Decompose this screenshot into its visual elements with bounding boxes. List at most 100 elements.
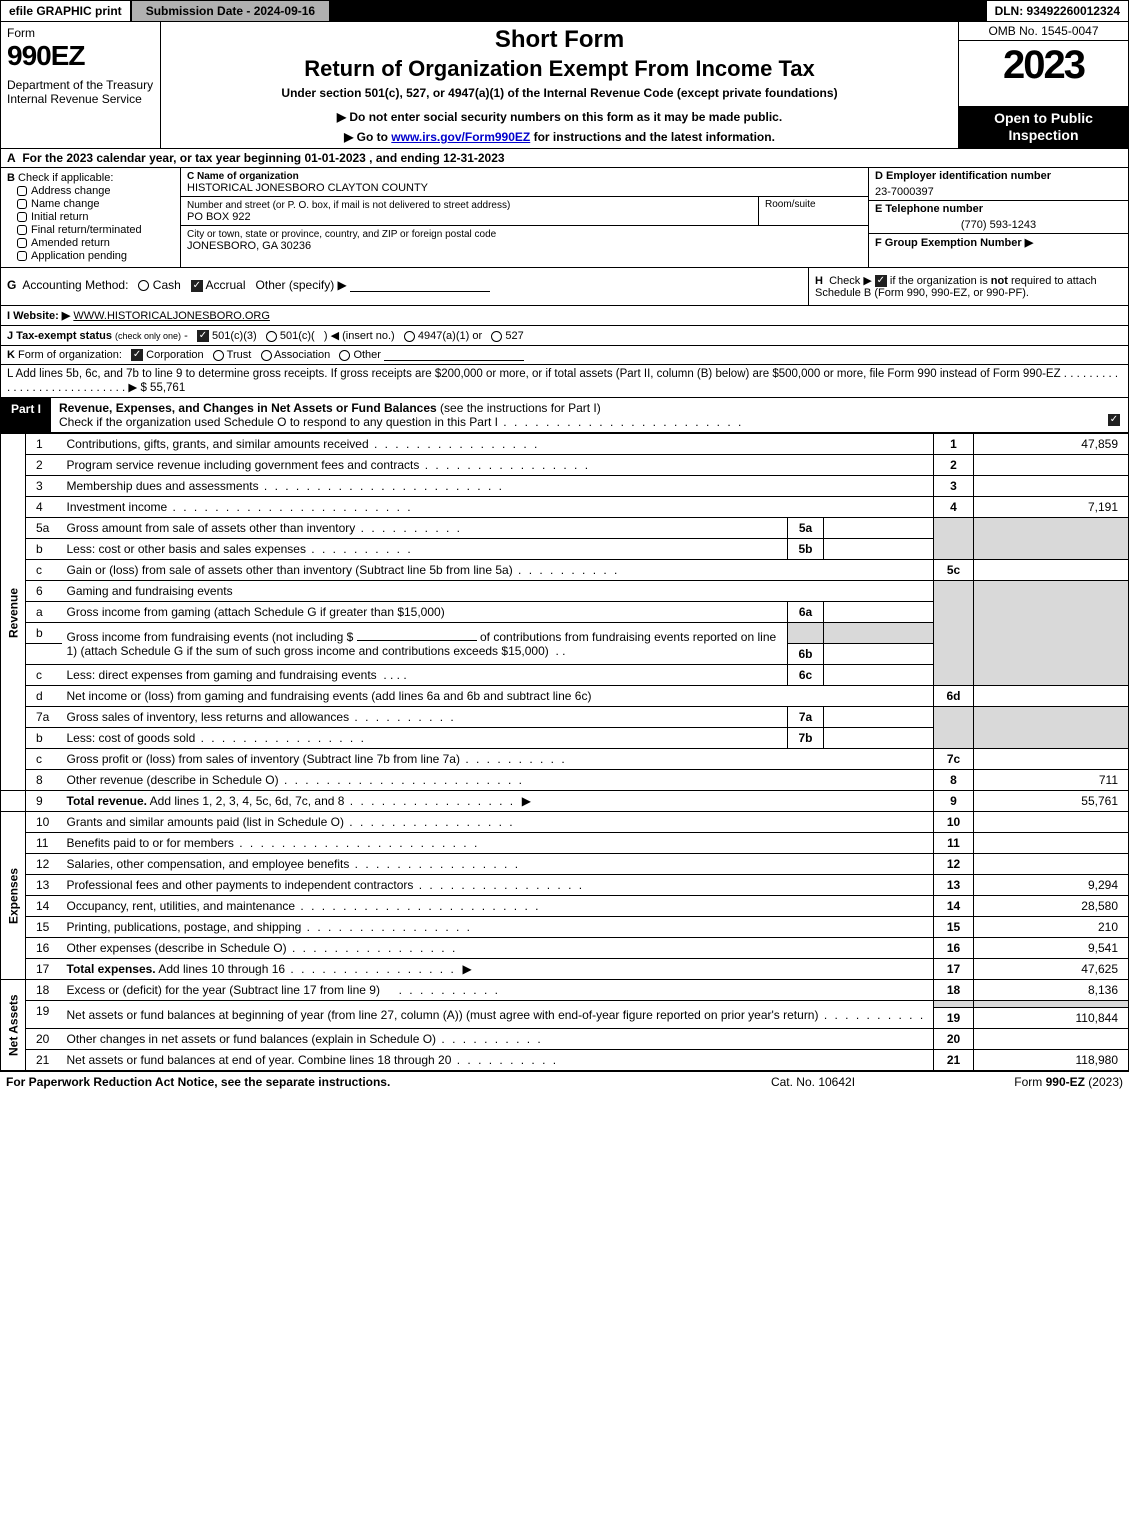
group-exemption: F Group Exemption Number ▶ <box>869 233 1128 251</box>
g-label: G <box>7 278 16 292</box>
ein-label: D Employer identification number <box>869 168 1128 184</box>
table-row: 9 Total revenue. Add lines 1, 2, 3, 4, 5… <box>1 791 1129 812</box>
header-center: Short Form Return of Organization Exempt… <box>161 22 958 148</box>
table-row: 3 Membership dues and assessments 3 <box>1 476 1129 497</box>
chk-501c[interactable] <box>266 331 277 342</box>
addr-label: Number and street (or P. O. box, if mail… <box>187 200 510 211</box>
chk-accrual[interactable]: ✓ <box>191 280 203 292</box>
part1-tab: Part I <box>1 398 51 432</box>
table-row: Net Assets 18 Excess or (deficit) for th… <box>1 980 1129 1001</box>
table-row: 17 Total expenses. Add lines 10 through … <box>1 959 1129 980</box>
page-footer: For Paperwork Reduction Act Notice, see … <box>0 1071 1129 1092</box>
city-cell: City or town, state or province, country… <box>181 226 868 254</box>
phone-label: E Telephone number <box>869 200 1128 217</box>
row-k-form-org: K Form of organization: ✓ Corporation Tr… <box>0 346 1129 365</box>
chk-final-return[interactable]: Final return/terminated <box>17 224 174 236</box>
line-desc: Contributions, gifts, grants, and simila… <box>62 434 934 455</box>
table-row: 19 Net assets or fund balances at beginn… <box>1 1001 1129 1008</box>
chk-initial-return[interactable]: Initial return <box>17 211 174 223</box>
chk-name-change[interactable]: Name change <box>17 198 174 210</box>
table-row: Expenses 10 Grants and similar amounts p… <box>1 812 1129 833</box>
table-row: 13 Professional fees and other payments … <box>1 875 1129 896</box>
form-title: Return of Organization Exempt From Incom… <box>169 56 950 82</box>
chk-corporation[interactable]: ✓ <box>131 349 143 361</box>
city-label: City or town, state or province, country… <box>187 229 496 240</box>
i-label: I Website: ▶ <box>7 310 70 322</box>
g-text: Accounting Method: <box>22 278 128 292</box>
other-specify: Other (specify) ▶ <box>256 278 347 292</box>
row-a-label: A <box>7 151 16 165</box>
part1-title: Revenue, Expenses, and Changes in Net As… <box>51 398 1100 432</box>
department-label: Department of the Treasury Internal Reve… <box>7 78 154 107</box>
row-i-website: I Website: ▶ WWW.HISTORICALJONESBORO.ORG <box>0 306 1129 326</box>
other-specify-input[interactable] <box>350 280 490 292</box>
phone-value: (770) 593-1243 <box>869 217 1128 233</box>
room-label: Room/suite <box>765 199 816 210</box>
table-row: 2 Program service revenue including gove… <box>1 455 1129 476</box>
b-text: Check if applicable: <box>18 172 113 184</box>
footer-right: Form 990-EZ (2023) <box>923 1075 1123 1089</box>
chk-trust[interactable] <box>213 350 224 361</box>
accounting-method: G Accounting Method: Cash ✓ Accrual Othe… <box>1 268 808 305</box>
table-row: 5a Gross amount from sale of assets othe… <box>1 518 1129 539</box>
form-header: Form 990EZ Department of the Treasury In… <box>0 22 1129 149</box>
chk-address-change[interactable]: Address change <box>17 185 174 197</box>
footer-center: Cat. No. 10642I <box>703 1075 923 1089</box>
irs-link[interactable]: www.irs.gov/Form990EZ <box>391 130 530 144</box>
footer-left: For Paperwork Reduction Act Notice, see … <box>6 1075 703 1089</box>
table-row: 14 Occupancy, rent, utilities, and maint… <box>1 896 1129 917</box>
table-row: 11 Benefits paid to or for members 11 <box>1 833 1129 854</box>
ssn-warning: ▶ Do not enter social security numbers o… <box>169 110 950 124</box>
b-label: B <box>7 172 15 184</box>
table-row: c Gross profit or (loss) from sales of i… <box>1 749 1129 770</box>
form-number: 990EZ <box>7 40 154 72</box>
h-text: Check ▶ ✓ if the organization is not req… <box>815 275 1097 299</box>
row-j-tax-status: J Tax-exempt status (check only one) - ✓… <box>0 326 1129 346</box>
form-word: Form <box>7 26 154 40</box>
netassets-sidelabel: Net Assets <box>1 980 26 1071</box>
c-name-label: C Name of organization <box>187 171 299 182</box>
header-right: OMB No. 1545-0047 2023 Open to Public In… <box>958 22 1128 148</box>
chk-4947[interactable] <box>404 331 415 342</box>
note2-pre: ▶ Go to <box>344 130 391 144</box>
form-subtitle: Under section 501(c), 527, or 4947(a)(1)… <box>169 86 950 100</box>
chk-501c3[interactable]: ✓ <box>197 330 209 342</box>
tax-year: 2023 <box>959 41 1128 106</box>
table-row: 7a Gross sales of inventory, less return… <box>1 707 1129 728</box>
line-num: 1 <box>26 434 62 455</box>
address-row: Number and street (or P. O. box, if mail… <box>181 197 868 226</box>
org-name: HISTORICAL JONESBORO CLAYTON COUNTY <box>187 182 428 194</box>
section-bcd: B Check if applicable: Address change Na… <box>0 168 1129 268</box>
chk-527[interactable] <box>491 331 502 342</box>
row-l-gross-receipts: L Add lines 5b, 6c, and 7b to line 9 to … <box>0 365 1129 398</box>
row-a-text: For the 2023 calendar year, or tax year … <box>22 151 504 165</box>
chk-association[interactable] <box>261 350 272 361</box>
table-row: 12 Salaries, other compensation, and emp… <box>1 854 1129 875</box>
chk-schedule-b[interactable]: ✓ <box>875 275 887 287</box>
table-row: 4 Investment income 4 7,191 <box>1 497 1129 518</box>
table-row: 16 Other expenses (describe in Schedule … <box>1 938 1129 959</box>
chk-other-org[interactable] <box>339 350 350 361</box>
org-address: PO BOX 922 <box>187 211 251 223</box>
line-rnum: 1 <box>934 434 974 455</box>
table-row: 15 Printing, publications, postage, and … <box>1 917 1129 938</box>
chk-amended-return[interactable]: Amended return <box>17 237 174 249</box>
website-link[interactable]: WWW.HISTORICALJONESBORO.ORG <box>73 310 270 322</box>
org-city: JONESBORO, GA 30236 <box>187 240 311 252</box>
part1-sub: Check if the organization used Schedule … <box>59 415 498 429</box>
table-row: 21 Net assets or fund balances at end of… <box>1 1050 1129 1071</box>
part1-header: Part I Revenue, Expenses, and Changes in… <box>0 398 1129 433</box>
org-name-cell: C Name of organization HISTORICAL JONESB… <box>181 168 868 197</box>
part1-schedule-o-check[interactable]: ✓ <box>1100 398 1128 432</box>
efile-print-label[interactable]: efile GRAPHIC print <box>1 1 132 21</box>
table-row: Revenue 1 Contributions, gifts, grants, … <box>1 434 1129 455</box>
other-org-input[interactable] <box>384 349 524 361</box>
top-bar: efile GRAPHIC print Submission Date - 20… <box>0 0 1129 22</box>
short-form-label: Short Form <box>169 26 950 54</box>
row-g-h: G Accounting Method: Cash ✓ Accrual Othe… <box>0 268 1129 306</box>
room-suite-cell: Room/suite <box>758 197 868 225</box>
dln-label: DLN: 93492260012324 <box>987 1 1128 21</box>
chk-cash[interactable] <box>138 280 149 291</box>
submission-date: Submission Date - 2024-09-16 <box>132 1 331 21</box>
chk-application-pending[interactable]: Application pending <box>17 250 174 262</box>
